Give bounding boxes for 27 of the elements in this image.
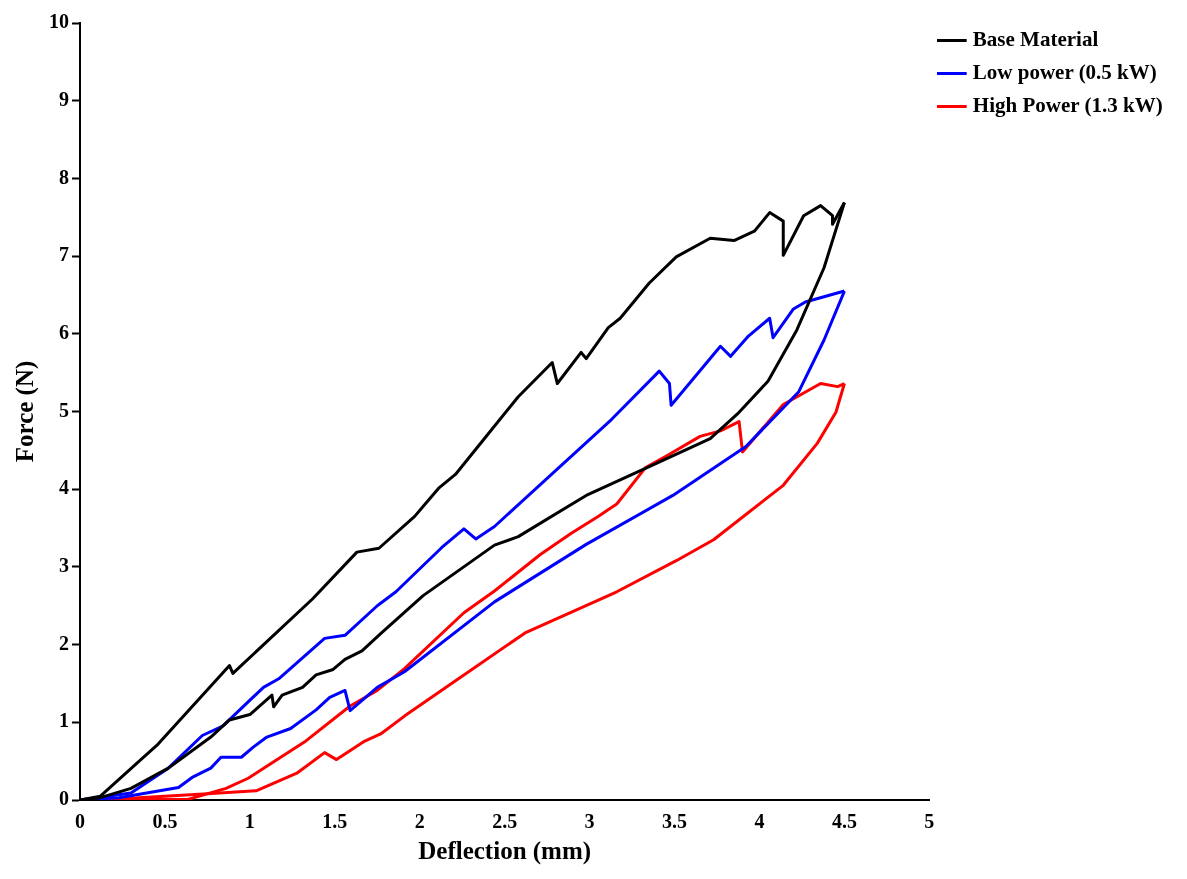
- y-tick-label: 9: [59, 87, 69, 110]
- y-tick-label: 10: [49, 10, 69, 33]
- x-tick-label: 5: [924, 810, 935, 833]
- y-tick-label: 4: [59, 476, 69, 499]
- x-tick-label: 4.5: [831, 810, 857, 833]
- y-tick-label: 0: [59, 787, 69, 810]
- x-tick-label: 1: [244, 810, 255, 833]
- x-tick-label: 0.5: [152, 810, 178, 833]
- x-tick-label: 3.5: [662, 810, 688, 833]
- x-tick-label: 2.5: [492, 810, 518, 833]
- x-tick-label: 2: [414, 810, 425, 833]
- y-axis-title: Force (N): [11, 360, 40, 463]
- legend-label: Base Material: [972, 26, 1099, 51]
- legend-label: High Power (1.3 kW): [972, 92, 1163, 117]
- y-tick-label: 5: [59, 398, 69, 421]
- x-tick-label: 3: [584, 810, 595, 833]
- legend-label: Low power (0.5 kW): [972, 59, 1157, 84]
- y-tick-label: 1: [59, 709, 69, 732]
- x-axis-title: Deflection (mm): [418, 837, 592, 866]
- y-tick-label: 3: [59, 554, 69, 577]
- y-tick-label: 2: [59, 631, 69, 654]
- x-tick-label: 0: [75, 810, 85, 833]
- x-tick-label: 1.5: [322, 810, 348, 833]
- y-tick-label: 7: [59, 243, 69, 266]
- y-tick-label: 8: [59, 165, 69, 188]
- y-tick-label: 6: [59, 320, 69, 343]
- x-tick-label: 4: [754, 810, 765, 833]
